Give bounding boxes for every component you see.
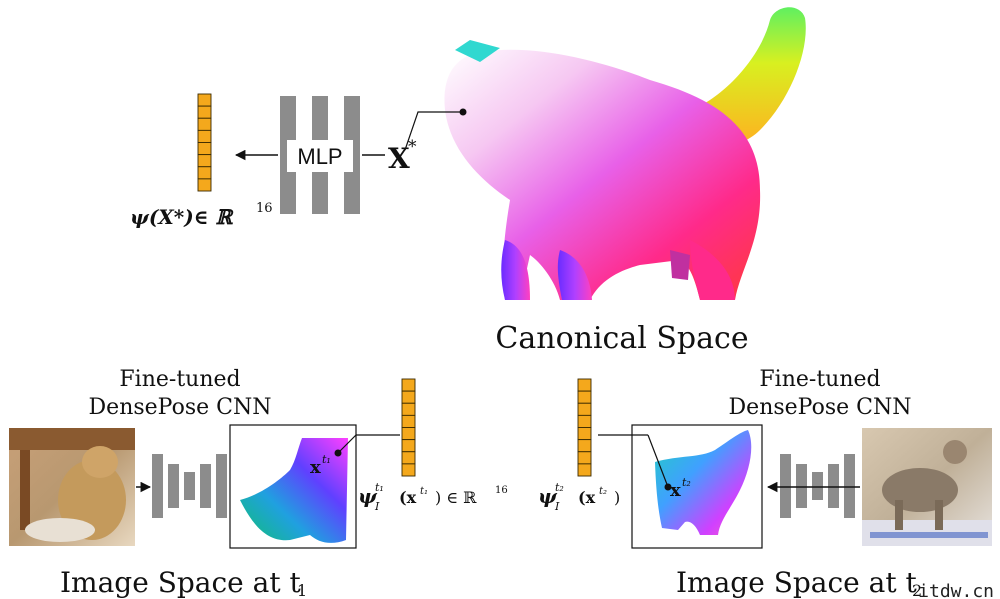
- embedding-cell: [401, 402, 416, 416]
- right-point-label: x: [670, 480, 681, 501]
- left-cnn-label-line1: Fine-tuned: [119, 367, 240, 392]
- right-embedding-tail: ): [614, 488, 620, 507]
- left-caption: Image Space at t: [60, 566, 301, 599]
- canonical-space-label: Canonical Space: [495, 321, 748, 356]
- right-embedding-sub: I: [554, 500, 560, 513]
- embedding-cell: [577, 427, 592, 441]
- canonical-embedding-sup: 16: [256, 201, 273, 216]
- left-cnn-label-line2: DensePose CNN: [89, 395, 272, 420]
- left-embedding-symbol: ψ: [358, 484, 378, 508]
- mlp-block: MLP: [280, 96, 360, 214]
- embedding-cell: [197, 154, 212, 168]
- canonical-point-label: X: [388, 142, 410, 175]
- embedding-cell: [197, 93, 212, 107]
- left-embedding-sub: I: [374, 500, 380, 513]
- canonical-cat-mesh: [444, 7, 806, 300]
- embedding-cell: [197, 129, 212, 143]
- embedding-cell: [197, 105, 212, 119]
- right-caption: Image Space at t: [676, 566, 917, 599]
- left-point-leader-a: [337, 434, 357, 454]
- left-input-photo: [9, 428, 135, 546]
- left-embedding-vector: [401, 378, 416, 477]
- right-caption-sub: 2: [912, 581, 922, 599]
- embedding-cell: [197, 178, 212, 192]
- right-point-sup: t₂: [682, 476, 691, 489]
- embedding-cell: [577, 463, 592, 477]
- left-caption-sub: 1: [297, 581, 307, 599]
- canonical-point-sup: *: [408, 137, 417, 157]
- left-embedding-arg: (x: [399, 488, 417, 507]
- embedding-cell: [577, 439, 592, 453]
- embedding-cell: [401, 451, 416, 465]
- right-embedding-arg: (x: [578, 488, 596, 507]
- embedding-cell: [577, 402, 592, 416]
- right-densepose-map: [655, 430, 752, 535]
- right-input-photo: [862, 428, 992, 546]
- mlp-label-bg: [287, 140, 353, 172]
- left-embedding-sup: t₁: [375, 481, 384, 494]
- embedding-cell: [197, 142, 212, 156]
- embedding-cell: [401, 439, 416, 453]
- embedding-cell: [577, 378, 592, 392]
- embedding-cell: [401, 414, 416, 428]
- right-cnn-block: [780, 454, 855, 518]
- right-embedding-formula: ψ t₂ I (x t₂ ): [538, 481, 620, 513]
- left-embedding-arg-sup: t₁: [420, 486, 428, 497]
- embedding-cell: [197, 166, 212, 180]
- embedding-cell: [401, 427, 416, 441]
- left-point-label: x: [310, 457, 321, 478]
- watermark: itdw.cn: [918, 581, 994, 599]
- canonical-embedding-label: ψ(X*)∈ ℝ: [130, 205, 234, 229]
- left-densepose-map: [240, 438, 348, 543]
- embedding-cell: [577, 414, 592, 428]
- embedding-cell: [401, 378, 416, 392]
- right-embedding-vector: [577, 378, 592, 477]
- left-embedding-tail-sup: 16: [495, 485, 508, 496]
- right-embedding-symbol: ψ: [538, 484, 558, 508]
- embedding-cell: [577, 451, 592, 465]
- right-embedding-arg-sup: t₂: [599, 486, 607, 497]
- embedding-cell: [401, 390, 416, 404]
- canonical-embedding-vector: [197, 93, 212, 192]
- embedding-cell: [197, 117, 212, 131]
- mlp-label: MLP: [297, 144, 342, 169]
- canonical-point-leader: [404, 111, 463, 151]
- left-embedding-tail: ) ∈ ℝ: [435, 488, 477, 507]
- right-cnn-label-line1: Fine-tuned: [759, 367, 880, 392]
- right-embedding-sup: t₂: [555, 481, 564, 494]
- right-cnn-label-line2: DensePose CNN: [729, 395, 912, 420]
- right-point-leader-a: [647, 434, 669, 488]
- embedding-cell: [577, 390, 592, 404]
- embedding-cell: [401, 463, 416, 477]
- left-embedding-formula: ψ t₁ I (x t₁ ) ∈ ℝ 16: [358, 481, 508, 513]
- left-cnn-block: [152, 454, 227, 518]
- left-point-sup: t₁: [322, 453, 331, 466]
